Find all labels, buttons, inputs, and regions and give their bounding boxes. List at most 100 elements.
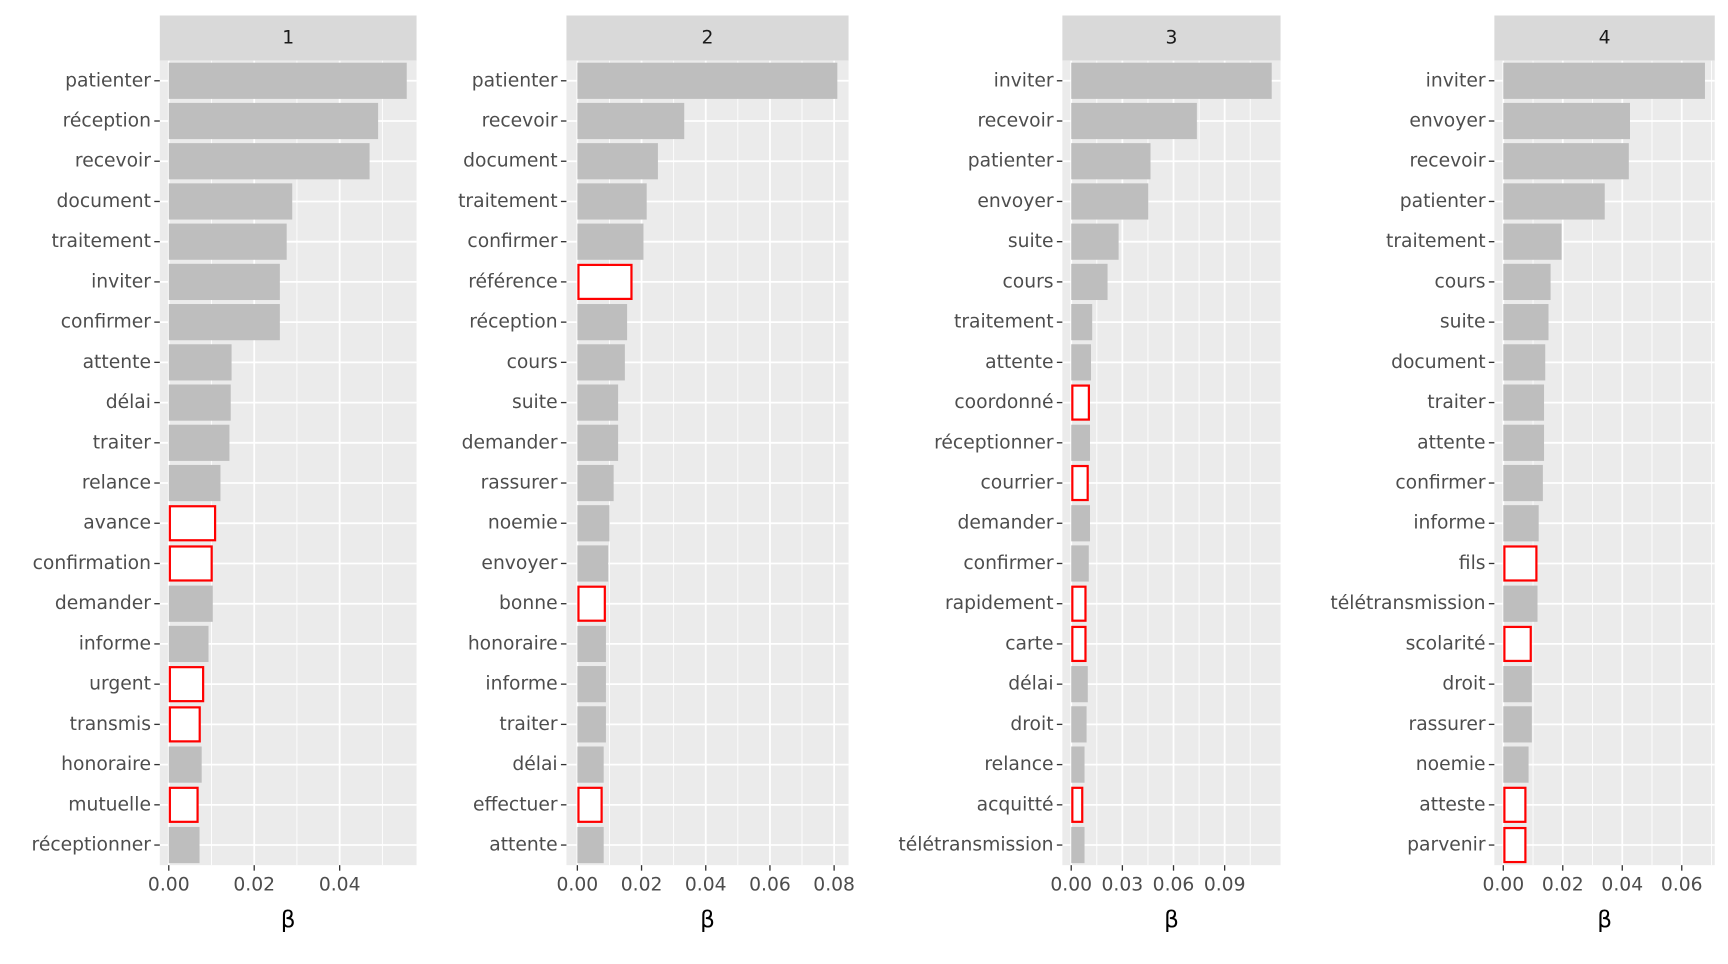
y-tick-label: réception — [63, 111, 151, 132]
y-tick-label: transmis — [70, 714, 151, 735]
bar — [1071, 505, 1090, 542]
y-tick-label: suite — [512, 392, 558, 413]
bar — [168, 344, 232, 381]
x-tick-label: 0.00 — [1482, 875, 1524, 896]
y-tick-label: rapidement — [945, 593, 1054, 614]
strip — [1062, 15, 1281, 61]
x-tick-label: 0.04 — [1601, 875, 1643, 896]
bar — [1503, 304, 1549, 341]
bar — [577, 666, 606, 703]
bar — [577, 304, 628, 341]
x-tick-label: 0.09 — [1204, 875, 1246, 896]
y-tick-label: informe — [79, 633, 151, 654]
bar — [577, 344, 625, 381]
x-axis-label: β — [700, 907, 715, 933]
panel-background — [566, 60, 849, 866]
y-tick-label: courrier — [980, 473, 1053, 494]
x-tick-label: 0.02 — [1542, 875, 1584, 896]
bar — [168, 625, 209, 663]
x-tick-label: 0.02 — [621, 875, 663, 896]
y-tick-label: scolarité — [1406, 633, 1486, 654]
y-tick-label: recevoir — [1410, 151, 1486, 172]
highlighted-bar — [168, 786, 199, 823]
highlighted-bar — [1503, 625, 1532, 663]
bar — [1503, 464, 1543, 502]
y-tick-label: inviter — [994, 70, 1054, 91]
y-tick-label: traiter — [93, 432, 152, 453]
bar — [168, 826, 200, 864]
y-tick-label: recevoir — [75, 151, 151, 172]
bar — [168, 223, 287, 260]
x-tick-label: 0.00 — [148, 875, 190, 896]
y-tick-label: traiter — [1427, 392, 1486, 413]
bar — [1503, 263, 1551, 301]
y-tick-label: droit — [1010, 714, 1053, 735]
strip — [566, 15, 849, 61]
y-tick-label: honoraire — [468, 633, 558, 654]
x-tick-label: 0.03 — [1102, 875, 1144, 896]
bar — [577, 545, 609, 582]
strip-title: 4 — [1599, 28, 1611, 49]
x-tick-label: 0.06 — [1153, 875, 1195, 896]
y-tick-label: droit — [1442, 674, 1485, 695]
bar — [577, 143, 658, 180]
bar — [1071, 143, 1151, 180]
y-tick-label: réception — [469, 312, 557, 333]
y-tick-label: demander — [462, 432, 558, 453]
highlighted-bar — [168, 545, 213, 582]
x-tick-label: 0.00 — [557, 875, 599, 896]
strip — [159, 15, 417, 61]
strip-title: 2 — [702, 28, 714, 49]
bar — [1503, 344, 1546, 381]
y-tick-label: attente — [83, 352, 151, 373]
y-tick-label: informe — [1413, 513, 1485, 534]
y-tick-label: réceptionner — [32, 835, 152, 856]
x-tick-label: 0.06 — [1661, 875, 1703, 896]
bar — [1071, 545, 1089, 582]
y-tick-label: confirmer — [1395, 473, 1486, 494]
bar — [1503, 143, 1629, 180]
x-tick-label: 0.00 — [1050, 875, 1092, 896]
bar — [577, 826, 604, 864]
bar — [1503, 746, 1529, 783]
x-axis-label: β — [281, 907, 296, 933]
y-tick-label: fils — [1459, 553, 1486, 574]
highlighted-bar — [577, 585, 606, 622]
x-tick-label: 0.08 — [813, 875, 855, 896]
bar — [168, 102, 379, 140]
y-tick-label: noemie — [1416, 754, 1486, 775]
bar — [1071, 102, 1197, 140]
bar — [1071, 62, 1272, 99]
strip-title: 3 — [1166, 28, 1178, 49]
x-axis-label: β — [1164, 907, 1179, 933]
y-tick-label: envoyer — [1409, 111, 1486, 132]
y-tick-label: informe — [485, 674, 557, 695]
y-tick-label: délai — [106, 392, 151, 413]
y-tick-label: envoyer — [481, 553, 558, 574]
highlighted-bar — [1503, 826, 1527, 864]
x-axis-label: β — [1597, 907, 1612, 933]
y-tick-label: télétransmission — [1330, 593, 1485, 614]
y-tick-label: rassurer — [481, 473, 558, 494]
y-tick-label: suite — [1008, 231, 1054, 252]
bar — [577, 102, 685, 140]
bar — [1503, 102, 1631, 140]
strip — [1494, 15, 1715, 61]
y-tick-label: délai — [512, 754, 557, 775]
y-tick-label: recevoir — [482, 111, 558, 132]
bar — [577, 706, 606, 743]
y-tick-label: coordonné — [954, 392, 1053, 413]
y-tick-label: attente — [489, 835, 557, 856]
bar — [1071, 223, 1119, 260]
y-tick-label: cours — [1002, 271, 1053, 292]
y-tick-label: document — [1391, 352, 1485, 373]
y-tick-label: urgent — [89, 674, 151, 695]
highlighted-bar — [1503, 786, 1527, 823]
y-tick-label: parvenir — [1407, 835, 1486, 856]
y-tick-label: traiter — [499, 714, 558, 735]
bar — [1503, 223, 1562, 260]
bar — [168, 304, 280, 341]
highlighted-bar — [1071, 625, 1087, 663]
y-tick-label: patienter — [65, 70, 151, 91]
bar — [1503, 505, 1539, 542]
